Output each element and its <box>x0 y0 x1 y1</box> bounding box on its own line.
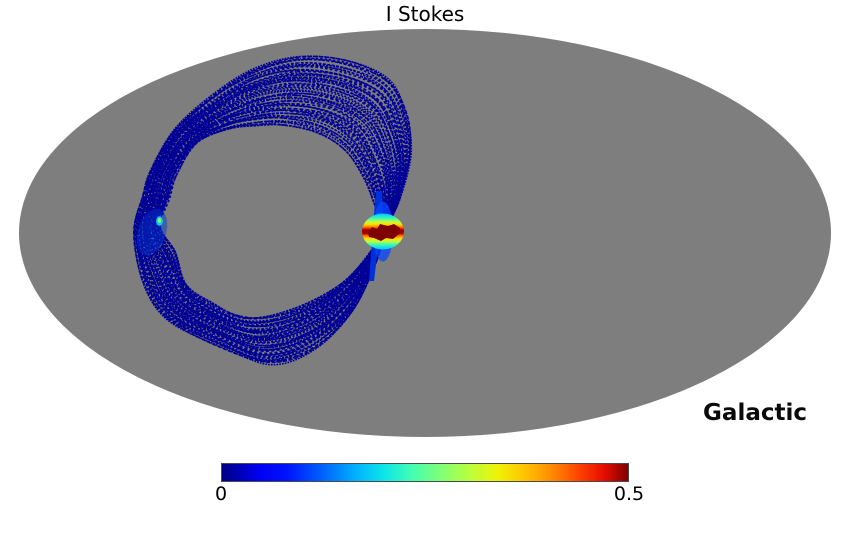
scan-loop-path <box>144 84 396 344</box>
scan-loop-path <box>132 55 412 364</box>
hotspots-layer <box>136 191 404 281</box>
colorbar-gradient-bar <box>221 463 629 482</box>
left-caustic-spot-core <box>157 218 162 223</box>
scan-loop-path <box>144 88 395 342</box>
scan-loop-path <box>148 99 390 335</box>
scan-loop-path <box>147 97 390 338</box>
scan-loop-path <box>146 92 394 341</box>
scan-loop-path <box>149 100 388 334</box>
scan-loop-path <box>157 116 385 324</box>
scan-loop-path <box>154 112 386 326</box>
scan-loop-path <box>133 55 413 366</box>
colorbar-max-tick-label: 0.5 <box>613 483 645 505</box>
scan-loop-path <box>154 115 385 324</box>
plot-title: I Stokes <box>385 2 465 26</box>
scan-loop-path <box>159 123 383 319</box>
scan-trace-band <box>132 55 413 366</box>
scan-loop-path <box>145 90 393 342</box>
scan-loop-path <box>137 64 408 359</box>
hotspot-dark-red-core <box>368 224 400 241</box>
colorbar-min-tick-label: 0 <box>214 483 228 505</box>
scan-loop-path <box>138 68 404 356</box>
coordinate-frame-label: Galactic <box>703 400 807 426</box>
scan-loop-path <box>145 87 396 344</box>
scan-loop-path <box>153 107 386 331</box>
